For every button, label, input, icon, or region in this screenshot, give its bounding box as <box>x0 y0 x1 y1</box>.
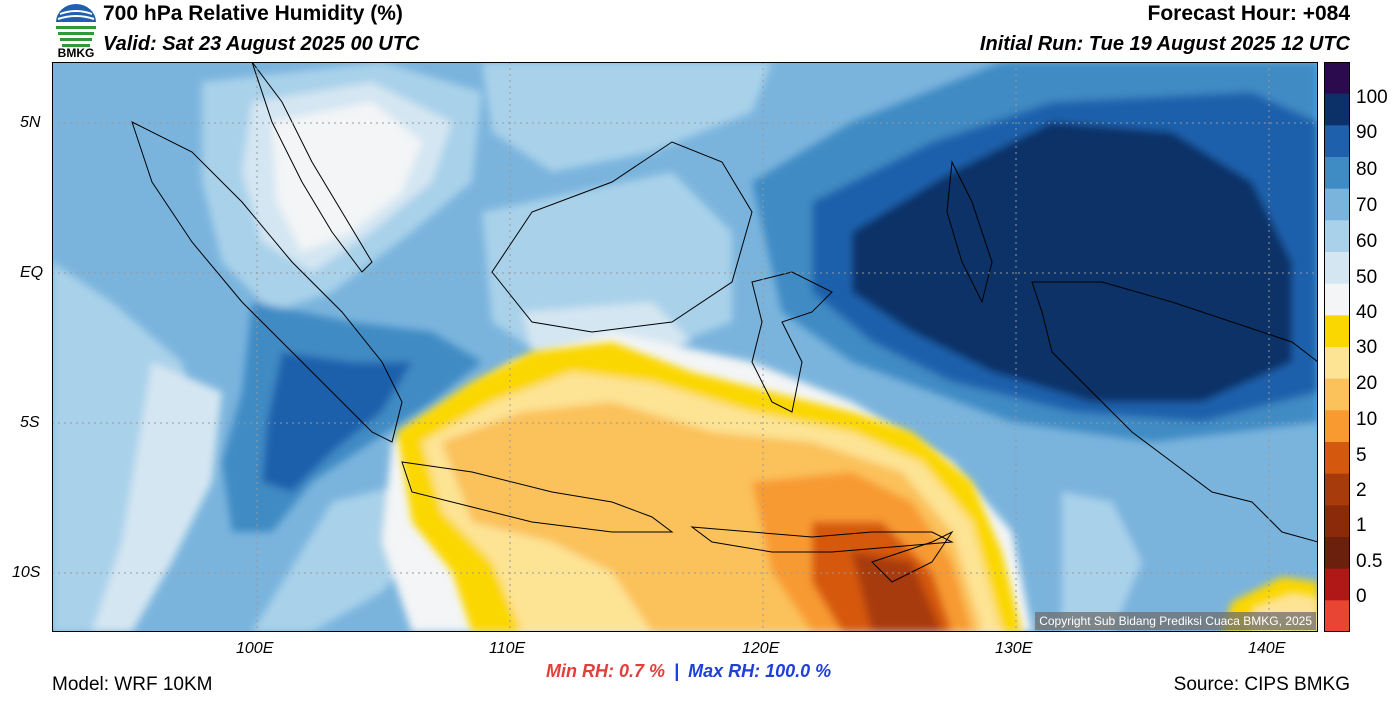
colorbar-band <box>1324 62 1350 95</box>
colorbar-band <box>1324 252 1350 285</box>
colorbar-label-50: 50 <box>1356 267 1378 288</box>
colorbar-band <box>1324 283 1350 316</box>
colorbar-label-30: 30 <box>1356 337 1378 358</box>
colorbar-band <box>1324 188 1350 221</box>
colorbar-label-5: 5 <box>1356 445 1367 466</box>
colorbar-band <box>1324 568 1350 601</box>
colorbar-band <box>1324 600 1350 632</box>
lon-tick-100e: 100E <box>236 640 274 657</box>
min-rh: Min RH: 0.7 % <box>546 661 666 681</box>
colorbar-label-70: 70 <box>1356 195 1378 216</box>
rh-separator: | <box>674 661 680 681</box>
colorbar-band <box>1324 125 1350 158</box>
colorbar-band <box>1324 410 1350 443</box>
colorbar <box>1324 62 1350 632</box>
colorbar-band <box>1324 442 1350 475</box>
coastlines <box>131 62 1318 583</box>
copyright-notice: Copyright Sub Bidang Prediksi Cuaca BMKG… <box>1035 612 1316 630</box>
map-frame <box>52 62 1318 632</box>
colorbar-label-40: 40 <box>1356 302 1378 323</box>
valid-time: Valid: Sat 23 August 2025 00 UTC <box>103 33 420 55</box>
colorbar-band <box>1324 537 1350 570</box>
colorbar-label-90: 90 <box>1356 122 1378 143</box>
map-title: 700 hPa Relative Humidity (%) <box>103 2 403 25</box>
lon-tick-110e: 110E <box>489 640 526 657</box>
model-label: Model: WRF 10KM <box>52 674 213 695</box>
rh-range: Min RH: 0.7 % | Max RH: 100.0 % <box>546 661 831 682</box>
colorbar-label-100: 100 <box>1356 87 1388 108</box>
colorbar-label-1: 1 <box>1356 515 1367 536</box>
lat-tick-eq: EQ <box>20 264 44 281</box>
lon-tick-140e: 140E <box>1248 640 1286 657</box>
colorbar-band <box>1324 347 1350 380</box>
graticule <box>52 62 1318 632</box>
colorbar-label-2: 2 <box>1356 480 1367 501</box>
forecast-hour: Forecast Hour: +084 <box>1147 2 1351 25</box>
colorbar-label-60: 60 <box>1356 231 1378 252</box>
bmkg-logo: BMKG <box>52 2 100 60</box>
colorbar-label-0: 0 <box>1356 586 1367 607</box>
colorbar-label-10: 10 <box>1356 409 1378 430</box>
colorbar-band <box>1324 473 1350 506</box>
logo-label: BMKG <box>57 46 95 60</box>
colorbar-band <box>1324 157 1350 190</box>
colorbar-band <box>1324 378 1350 411</box>
initial-run: Initial Run: Tue 19 August 2025 12 UTC <box>979 33 1350 55</box>
lat-tick-5n: 5N <box>20 114 41 131</box>
colorbar-band <box>1324 93 1350 126</box>
lon-tick-130e: 130E <box>995 640 1033 657</box>
lat-tick-5s: 5S <box>20 414 40 431</box>
colorbar-band <box>1324 315 1350 348</box>
humidity-map <box>52 62 1318 632</box>
colorbar-label-80: 80 <box>1356 159 1378 180</box>
colorbar-label-0-5: 0.5 <box>1356 551 1383 572</box>
colorbar-band <box>1324 220 1350 253</box>
max-rh: Max RH: 100.0 % <box>688 661 832 681</box>
lat-tick-10s: 10S <box>12 564 41 581</box>
lon-tick-120e: 120E <box>742 640 780 657</box>
colorbar-label-20: 20 <box>1356 373 1378 394</box>
source-label: Source: CIPS BMKG <box>1173 674 1350 695</box>
colorbar-band <box>1324 505 1350 538</box>
